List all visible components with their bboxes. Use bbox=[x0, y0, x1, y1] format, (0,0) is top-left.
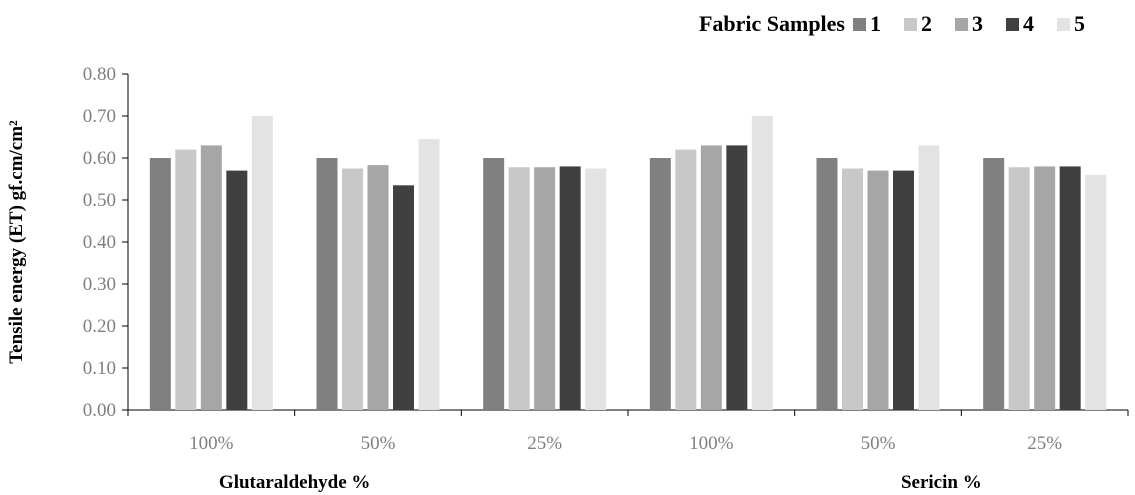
bar-series-1 bbox=[316, 158, 338, 410]
x-axis: 100% 50% 25% 100% 50% 25% bbox=[127, 409, 1129, 454]
legend-label-3: 3 bbox=[972, 11, 983, 36]
y-tick-label: 0.20 bbox=[83, 316, 116, 337]
legend-label-1: 1 bbox=[870, 11, 881, 36]
bar-series-2 bbox=[175, 149, 197, 410]
x-tick-label: 25% bbox=[1027, 433, 1062, 454]
bar-series-5 bbox=[751, 116, 773, 410]
legend-title: Fabric Samples bbox=[699, 11, 845, 36]
y-tick-label: 0.10 bbox=[83, 358, 116, 379]
bar-series-2 bbox=[508, 167, 530, 410]
bar-series-3 bbox=[200, 145, 222, 410]
bar-series-4 bbox=[393, 185, 414, 410]
bar-series-3 bbox=[700, 145, 722, 410]
legend-swatch-5 bbox=[1057, 18, 1070, 31]
bar-series-1 bbox=[983, 158, 1005, 410]
bar-series-3 bbox=[367, 165, 389, 410]
bar-series-5 bbox=[418, 139, 440, 410]
y-tick-label: 0.80 bbox=[83, 64, 116, 85]
legend-swatch-3 bbox=[955, 18, 968, 31]
legend-swatch-2 bbox=[904, 18, 917, 31]
y-tick-label: 0.60 bbox=[83, 148, 116, 169]
legend-swatch-4 bbox=[1006, 18, 1019, 31]
x-tick-label: 25% bbox=[527, 433, 562, 454]
y-tick-label: 0.00 bbox=[83, 400, 116, 421]
y-tick-label: 0.40 bbox=[83, 232, 116, 253]
group-label: Sericin % bbox=[901, 472, 982, 493]
x-tick-label: 100% bbox=[689, 433, 734, 454]
legend: Fabric Samples 1 2 3 4 5 bbox=[699, 11, 1085, 36]
y-tick-label: 0.50 bbox=[83, 190, 116, 211]
bar-series-1 bbox=[483, 158, 505, 410]
bar-series-5 bbox=[918, 145, 940, 410]
bar-series-2 bbox=[675, 149, 697, 410]
legend-label-5: 5 bbox=[1074, 11, 1085, 36]
bar-series-1 bbox=[816, 158, 838, 410]
x-tick-label: 50% bbox=[861, 433, 896, 454]
bar-series-4 bbox=[226, 170, 248, 410]
group-label: Glutaraldehyde % bbox=[219, 472, 370, 493]
bar-series-4 bbox=[1059, 166, 1081, 410]
x-tick-label: 100% bbox=[189, 433, 234, 454]
bar-series-5 bbox=[585, 168, 607, 410]
bar-series-2 bbox=[342, 168, 363, 410]
group-labels: Glutaraldehyde % Sericin % bbox=[219, 472, 982, 493]
bar-series-3 bbox=[1034, 166, 1056, 410]
y-tick-label: 0.70 bbox=[83, 106, 116, 127]
bar-series-3 bbox=[867, 170, 889, 410]
bar-series-1 bbox=[649, 158, 671, 410]
legend-label-2: 2 bbox=[921, 11, 932, 36]
y-tick-label: 0.30 bbox=[83, 274, 116, 295]
bar-series-3 bbox=[534, 167, 556, 410]
x-tick-label: 50% bbox=[361, 433, 396, 454]
bar-series-4 bbox=[726, 145, 748, 410]
bar-series-2 bbox=[842, 168, 863, 410]
legend-label-4: 4 bbox=[1023, 11, 1034, 36]
y-axis: 0.00 0.10 0.20 0.30 0.40 0.50 0.60 0.70 0.80 bbox=[83, 64, 129, 421]
y-axis-title: Tensile energy (ET) gf.cm/cm² bbox=[6, 120, 27, 364]
bar-series-4 bbox=[893, 170, 914, 410]
bar-series-2 bbox=[1008, 167, 1030, 410]
legend-swatch-1 bbox=[853, 18, 866, 31]
bar-series-1 bbox=[149, 158, 171, 410]
bar-series-5 bbox=[251, 116, 273, 410]
bar-series-5 bbox=[1085, 174, 1107, 410]
bar-series-4 bbox=[559, 166, 581, 410]
bars bbox=[149, 116, 1107, 410]
